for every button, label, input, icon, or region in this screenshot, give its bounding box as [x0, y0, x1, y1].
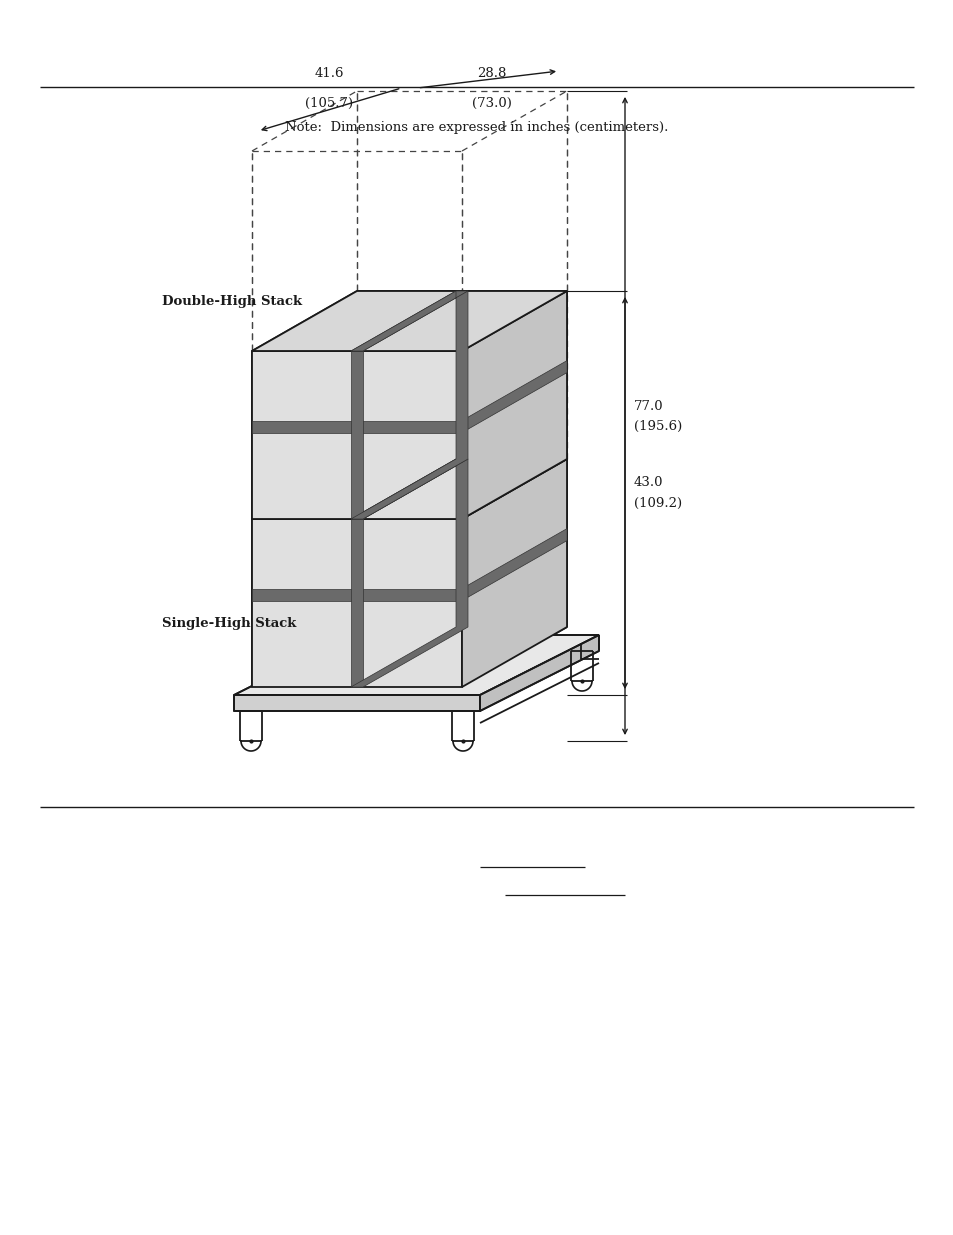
Text: (109.2): (109.2)	[634, 496, 681, 510]
Polygon shape	[479, 635, 598, 711]
Polygon shape	[351, 459, 468, 519]
Text: Double-High Stack: Double-High Stack	[162, 294, 302, 308]
Text: 28.8: 28.8	[476, 67, 506, 80]
Polygon shape	[252, 459, 566, 519]
Polygon shape	[252, 291, 566, 351]
Polygon shape	[252, 351, 461, 519]
Text: 77.0: 77.0	[634, 399, 663, 412]
Text: (195.6): (195.6)	[634, 420, 681, 432]
Text: 43.0: 43.0	[634, 477, 662, 489]
Polygon shape	[351, 351, 363, 519]
Polygon shape	[252, 589, 461, 600]
Polygon shape	[351, 291, 468, 351]
Polygon shape	[351, 519, 363, 687]
Polygon shape	[461, 361, 566, 432]
Text: Note:  Dimensions are expressed in inches (centimeters).: Note: Dimensions are expressed in inches…	[285, 121, 668, 133]
Polygon shape	[351, 291, 468, 519]
Text: (73.0): (73.0)	[471, 98, 511, 110]
Polygon shape	[351, 459, 468, 687]
Polygon shape	[252, 421, 461, 432]
Polygon shape	[233, 635, 598, 695]
Polygon shape	[461, 291, 566, 519]
Polygon shape	[233, 695, 479, 711]
Text: (105.7): (105.7)	[305, 98, 354, 110]
Polygon shape	[252, 519, 461, 687]
Text: 41.6: 41.6	[314, 67, 344, 80]
Polygon shape	[461, 459, 566, 687]
Polygon shape	[461, 529, 566, 600]
Text: Single-High Stack: Single-High Stack	[162, 616, 296, 630]
